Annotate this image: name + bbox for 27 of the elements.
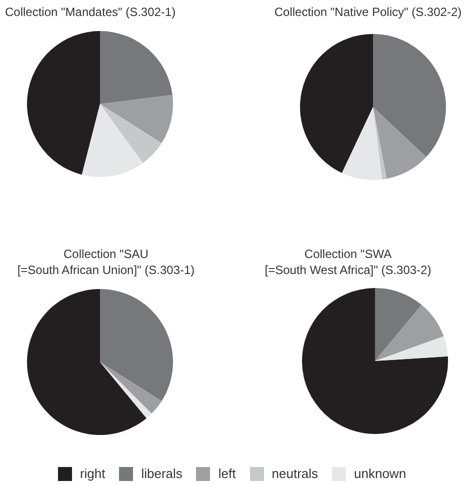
legend-label: right (80, 466, 106, 481)
pie-slice (100, 31, 172, 104)
pie-slice (100, 289, 173, 402)
pie-slice (100, 94, 173, 144)
pie-slice (27, 289, 147, 435)
pie-slice (27, 31, 100, 175)
pie-slice (100, 104, 162, 164)
pie-slice (100, 362, 162, 414)
legend-label: liberals (141, 466, 182, 481)
chart-title: Collection "Native Policy" (S.302-2) (273, 4, 463, 20)
pie-slice (342, 107, 382, 180)
legend-label: unknown (354, 466, 406, 481)
pie-slice (82, 104, 143, 177)
pie-slice (373, 107, 426, 179)
pie-slice (373, 34, 446, 157)
chart-title: Collection "Mandates" (S.302-1) (5, 4, 177, 20)
chart-title: Collection "SWA [=South West Africa]" (S.303-2) (264, 246, 432, 278)
pie-slice (375, 288, 422, 361)
pie-slice (302, 288, 448, 434)
legend-label: left (218, 466, 236, 481)
pie-slice (375, 336, 448, 361)
pie-slice (375, 304, 444, 361)
chart-title: Collection "SAU [=South African Union]" (S.303-1) (16, 246, 196, 278)
pie-slice (300, 34, 373, 174)
pie-slice (100, 362, 152, 418)
pie-slice (373, 107, 387, 180)
legend-label: neutrals (272, 466, 318, 481)
